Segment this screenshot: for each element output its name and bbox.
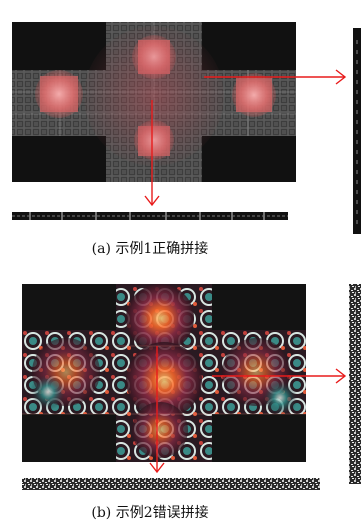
mosaic-cross bbox=[12, 22, 296, 182]
example1-image bbox=[12, 22, 361, 234]
extracted-strip-horizontal bbox=[12, 212, 288, 220]
arrow-right bbox=[204, 69, 347, 85]
arrow-down-2 bbox=[149, 346, 165, 474]
example2-caption: (b) 示例2错误拼接 bbox=[91, 505, 209, 521]
arrow-down bbox=[144, 100, 160, 207]
example1-caption: (a) 示例1正确拼接 bbox=[91, 241, 209, 257]
extracted-strip-vertical bbox=[353, 28, 361, 234]
noise-strip-vertical bbox=[349, 284, 361, 484]
noise-strip-horizontal bbox=[22, 478, 320, 490]
fractal-mosaic bbox=[22, 284, 306, 462]
arrow-right-2 bbox=[212, 368, 347, 384]
